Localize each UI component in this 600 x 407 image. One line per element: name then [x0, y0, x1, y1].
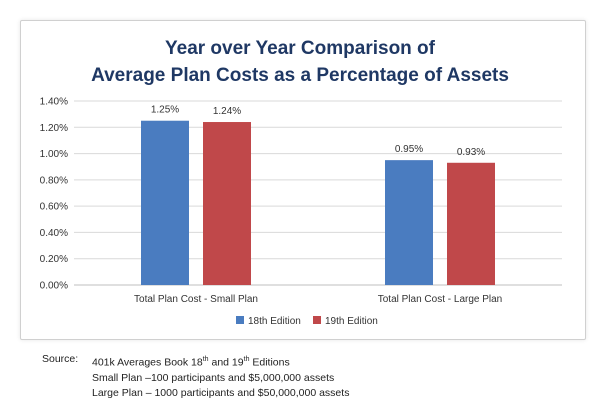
- y-tick-label: 1.20%: [40, 123, 68, 134]
- source-label: Source:: [42, 353, 79, 365]
- y-tick-label: 0.60%: [40, 202, 68, 213]
- source-line-3: Large Plan – 1000 participants and $50,0…: [92, 386, 350, 399]
- x-axis-categories: Total Plan Cost - Small Plan Total Plan C…: [134, 294, 502, 305]
- legend-swatch-2: [313, 316, 321, 324]
- source-note: Source: 401k Averages Book 18th and 19th…: [42, 352, 349, 401]
- data-labels: 1.25% 1.24% 0.95% 0.93%: [151, 105, 485, 158]
- source-text-1: 401k Averages Book 18th and 19th Edition…: [92, 352, 290, 371]
- y-tick-label: 1.00%: [40, 149, 68, 160]
- source-line-2: Small Plan –100 participants and $5,000,…: [92, 371, 335, 384]
- category-label: Total Plan Cost - Small Plan: [134, 294, 258, 305]
- chart-title-line-1: Year over Year Comparison of: [165, 38, 436, 59]
- legend-swatch-1: [236, 316, 244, 324]
- y-tick-label: 0.20%: [40, 254, 68, 265]
- source-text-1b: and 19: [208, 356, 244, 369]
- data-label: 0.93%: [457, 147, 485, 158]
- source-sup-2: th: [243, 356, 250, 363]
- legend-label-1: 18th Edition: [248, 316, 301, 327]
- bar-1-2: [385, 160, 433, 285]
- legend: 18th Edition 19th Edition: [236, 316, 378, 327]
- bar-1-1: [141, 120, 189, 285]
- bar-2-2: [447, 162, 495, 285]
- source-sup-1: th: [202, 356, 209, 363]
- y-tick-label: 0.40%: [40, 228, 68, 239]
- source-text-1a: 401k Averages Book 18: [92, 356, 203, 369]
- source-line-1: Source: 401k Averages Book 18th and 19th…: [42, 352, 349, 371]
- data-label: 1.25%: [151, 105, 179, 116]
- data-label: 0.95%: [395, 144, 423, 155]
- y-axis-ticks: 0.00% 0.20% 0.40% 0.60% 0.80% 1.00% 1.20% 1.40%: [40, 97, 68, 292]
- y-tick-label: 0.00%: [40, 281, 68, 292]
- chart-title-line-2: Average Plan Costs as a Percentage of As…: [91, 65, 509, 86]
- category-label: Total Plan Cost - Large Plan: [378, 294, 503, 305]
- y-tick-label: 1.40%: [40, 97, 68, 108]
- chart-svg: Year over Year Comparison of Average Plan…: [40, 38, 562, 327]
- y-tick-label: 0.80%: [40, 175, 68, 186]
- legend-label-2: 19th Edition: [325, 316, 378, 327]
- bar-2-1: [203, 122, 251, 286]
- bars: [141, 120, 495, 286]
- source-text-1c: Editions: [249, 356, 290, 369]
- data-label: 1.24%: [213, 106, 241, 117]
- chart-title: Year over Year Comparison of Average Plan…: [91, 38, 509, 86]
